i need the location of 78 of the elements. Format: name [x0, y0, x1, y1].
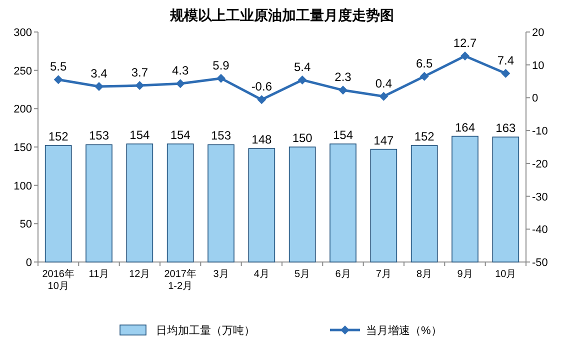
data-label: 147 — [374, 133, 394, 148]
y2-tick-label: 10 — [532, 60, 544, 72]
data-label: 154 — [170, 128, 191, 142]
data-label: 150 — [292, 131, 313, 145]
data-label: 7.4 — [497, 53, 514, 68]
y2-tick-label: 20 — [532, 27, 544, 39]
x-tick-label: 5月 — [294, 269, 310, 280]
data-label: 12.7 — [453, 36, 477, 50]
x-tick-label: 9月 — [457, 269, 473, 280]
data-label: 6.5 — [416, 56, 433, 70]
point — [176, 79, 185, 88]
data-label: -0.6 — [251, 80, 272, 94]
y2-tick-label: -30 — [532, 191, 548, 204]
data-label: 154 — [130, 128, 150, 142]
data-label: 152 — [414, 129, 435, 144]
data-label: 164 — [454, 120, 476, 134]
y-tick-label: 50 — [20, 218, 32, 231]
legend-label: 日均加工量（万吨） — [156, 324, 255, 337]
x-tick-label: 2017年 1-2月 — [164, 268, 196, 292]
y2-tick-label: -20 — [532, 158, 548, 170]
x-tick-label: 7月 — [376, 269, 392, 280]
x-tick-label: 12月 — [129, 269, 150, 280]
y-tick-label: 200 — [14, 104, 32, 116]
data-label: 2.3 — [334, 70, 352, 84]
point — [135, 81, 144, 90]
y-tick-label: 300 — [14, 27, 32, 39]
bar — [330, 144, 356, 262]
bar — [288, 146, 316, 262]
data-label: 152 — [48, 129, 69, 144]
y2-tick-label: -50 — [532, 257, 548, 269]
y-tick-label: 150 — [14, 142, 32, 154]
point — [216, 74, 226, 83]
point — [460, 51, 470, 60]
data-label: 3.4 — [90, 66, 108, 81]
x-tick-label: 2016年 10月 — [42, 268, 74, 292]
point — [257, 95, 266, 104]
chart-title: 规模以上工业原油加工量月度走势图 — [169, 7, 394, 23]
bar — [126, 144, 154, 262]
x-tick-label: 10月 — [495, 269, 516, 280]
x-tick-label: 8月 — [416, 269, 432, 280]
y-tick-label: 250 — [14, 65, 32, 78]
data-label: 154 — [332, 128, 354, 142]
y2-tick-label: -40 — [532, 224, 548, 236]
bar — [166, 144, 194, 262]
y-tick-label: 100 — [14, 180, 32, 192]
data-label: 153 — [88, 128, 110, 143]
x-tick-label: 11月 — [88, 269, 110, 280]
data-label: 5.4 — [294, 60, 311, 74]
bar — [208, 144, 234, 262]
data-label: 163 — [496, 121, 516, 136]
data-label: 4.3 — [172, 64, 189, 78]
point — [54, 75, 63, 84]
point — [501, 68, 510, 78]
data-label: 153 — [210, 128, 232, 143]
point — [379, 92, 388, 101]
x-tick-label: 3月 — [213, 269, 229, 280]
bar — [452, 136, 478, 262]
point — [298, 75, 307, 84]
point — [420, 72, 429, 81]
y2-tick-label: -10 — [532, 126, 548, 138]
data-label: 3.7 — [131, 66, 148, 80]
bar — [410, 145, 438, 262]
y-tick-label: 0 — [26, 257, 32, 269]
data-label: 148 — [252, 132, 272, 147]
bar — [86, 144, 112, 262]
data-label: 5.9 — [212, 58, 230, 72]
x-tick-label: 6月 — [335, 269, 351, 280]
bar — [44, 145, 72, 262]
bar — [492, 136, 520, 262]
bar — [370, 148, 398, 262]
data-label: 0.4 — [375, 76, 392, 90]
x-tick-label: 4月 — [254, 269, 270, 280]
legend-label: 当月增速（%） — [366, 324, 442, 337]
point — [338, 86, 348, 95]
y2-tick-label: 0 — [532, 92, 538, 105]
bar — [248, 148, 276, 262]
data-label: 5.5 — [50, 60, 67, 74]
point — [94, 82, 104, 92]
